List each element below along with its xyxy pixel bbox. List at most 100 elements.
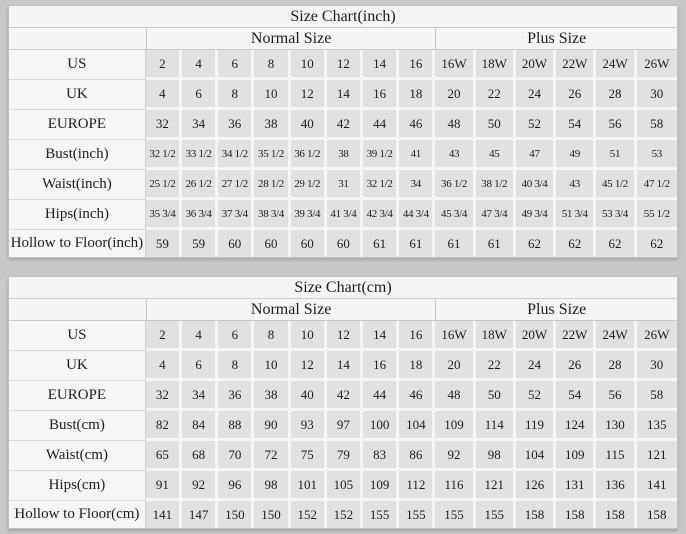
size-cell: 131 (556, 471, 597, 501)
size-cell: 16W (435, 50, 476, 80)
size-cell: 24W (596, 321, 637, 351)
size-cell: 62 (636, 230, 677, 257)
row-label: US (9, 50, 146, 80)
size-cell: 45 3/4 (435, 200, 476, 230)
size-cell: 44 3/4 (399, 200, 436, 230)
size-cell: 40 (290, 381, 327, 411)
size-cell: 126 (515, 471, 557, 501)
group-header-plus: Plus Size (435, 299, 677, 321)
size-cell: 55 1/2 (636, 200, 677, 230)
size-cell: 18W (475, 50, 516, 80)
size-cell: 22W (556, 321, 597, 351)
size-cell: 32 (145, 110, 182, 140)
size-cell: 34 (182, 110, 219, 140)
size-cell: 135 (636, 411, 677, 441)
size-cell: 14 (363, 321, 400, 351)
size-cell: 14 (326, 80, 364, 110)
size-cell: 18 (399, 80, 436, 110)
size-cell: 39 1/2 (363, 140, 400, 170)
size-cell: 4 (145, 351, 183, 381)
size-cell: 20W (515, 321, 557, 351)
size-cell: 39 3/4 (290, 200, 327, 230)
size-cell: 155 (363, 501, 400, 528)
size-cell: 45 (475, 140, 516, 170)
size-cell: 16W (435, 321, 476, 351)
size-cell: 104 (399, 411, 436, 441)
size-cell: 6 (218, 50, 255, 80)
size-cell: 20W (515, 50, 557, 80)
size-cell: 25 1/2 (145, 170, 182, 200)
size-cell: 32 (145, 381, 183, 411)
size-cell: 16 (399, 321, 436, 351)
size-cell: 8 (218, 80, 255, 110)
size-cell: 104 (515, 441, 557, 471)
size-cell: 10 (254, 351, 291, 381)
size-cell: 36 (218, 381, 255, 411)
size-cell: 35 1/2 (254, 140, 291, 170)
size-cell: 45 1/2 (596, 170, 637, 200)
size-chart-cm-panel: Size Chart(cm) Normal Size Plus Size US 2 4 6 8… (8, 276, 678, 529)
row-label: Hollow to Floor(cm) (9, 501, 146, 528)
size-cell: 24W (596, 50, 637, 80)
size-cell: 36 3/4 (182, 200, 219, 230)
size-cell: 61 (475, 230, 516, 257)
table-row: EUROPE 32 34 36 38 40 42 44 46 48 50 52 54 56 58 (9, 110, 677, 140)
size-cell: 61 (435, 230, 476, 257)
size-cell: 4 (182, 50, 219, 80)
size-cell: 38 (326, 140, 364, 170)
size-cell: 62 (596, 230, 637, 257)
size-cell: 10 (290, 50, 327, 80)
size-cell: 46 (399, 110, 436, 140)
group-header-normal: Normal Size (145, 28, 436, 50)
size-cell: 124 (556, 411, 597, 441)
size-cell: 22 (475, 80, 516, 110)
size-cell: 84 (182, 411, 219, 441)
size-cell: 18W (475, 321, 516, 351)
size-cell: 33 1/2 (182, 140, 219, 170)
size-cell: 56 (596, 110, 637, 140)
size-cell: 155 (399, 501, 436, 528)
size-cell: 40 (290, 110, 327, 140)
table-row: Bust(inch) 32 1/2 33 1/2 34 1/2 35 1/2 36 1/2… (9, 140, 677, 170)
size-chart-inch-table: Size Chart(inch) Normal Size Plus Size US 2 4… (9, 6, 677, 257)
size-cell: 121 (475, 471, 516, 501)
size-cell: 10 (254, 80, 291, 110)
size-cell: 27 1/2 (218, 170, 255, 200)
size-cell: 24 (515, 80, 557, 110)
size-cell: 26 1/2 (182, 170, 219, 200)
size-cell: 86 (399, 441, 436, 471)
size-cell: 121 (636, 441, 677, 471)
size-cell: 38 1/2 (475, 170, 516, 200)
size-cell: 42 (326, 110, 364, 140)
size-cell: 30 (636, 80, 677, 110)
size-cell: 2 (145, 321, 183, 351)
size-cell: 26W (636, 50, 677, 80)
size-cell: 92 (182, 471, 219, 501)
size-cell: 34 (399, 170, 436, 200)
size-cell: 16 (363, 351, 400, 381)
size-cell: 20 (435, 80, 476, 110)
size-cell: 150 (218, 501, 255, 528)
size-cell: 18 (399, 351, 436, 381)
size-cell: 62 (556, 230, 597, 257)
size-cell: 30 (636, 351, 677, 381)
size-cell: 59 (182, 230, 219, 257)
size-cell: 54 (556, 381, 597, 411)
size-cell: 36 (218, 110, 255, 140)
size-cell: 47 (515, 140, 557, 170)
size-cell: 158 (596, 501, 637, 528)
size-cell: 16 (363, 80, 400, 110)
row-label: UK (9, 80, 146, 110)
group-header-spacer (9, 299, 146, 321)
table-row: Hollow to Floor(inch) 59 59 60 60 60 60 61 61 61 6… (9, 230, 677, 257)
size-cell: 109 (556, 441, 597, 471)
table-title: Size Chart(cm) (9, 277, 677, 299)
size-cell: 116 (435, 471, 476, 501)
table-row: UK 4 6 8 10 12 14 16 18 20 22 24 26 28 30 (9, 351, 677, 381)
size-cell: 72 (254, 441, 291, 471)
size-cell: 12 (326, 321, 364, 351)
size-cell: 100 (363, 411, 400, 441)
row-label: Bust(inch) (9, 140, 146, 170)
size-cell: 29 1/2 (290, 170, 327, 200)
group-header-normal: Normal Size (145, 299, 436, 321)
